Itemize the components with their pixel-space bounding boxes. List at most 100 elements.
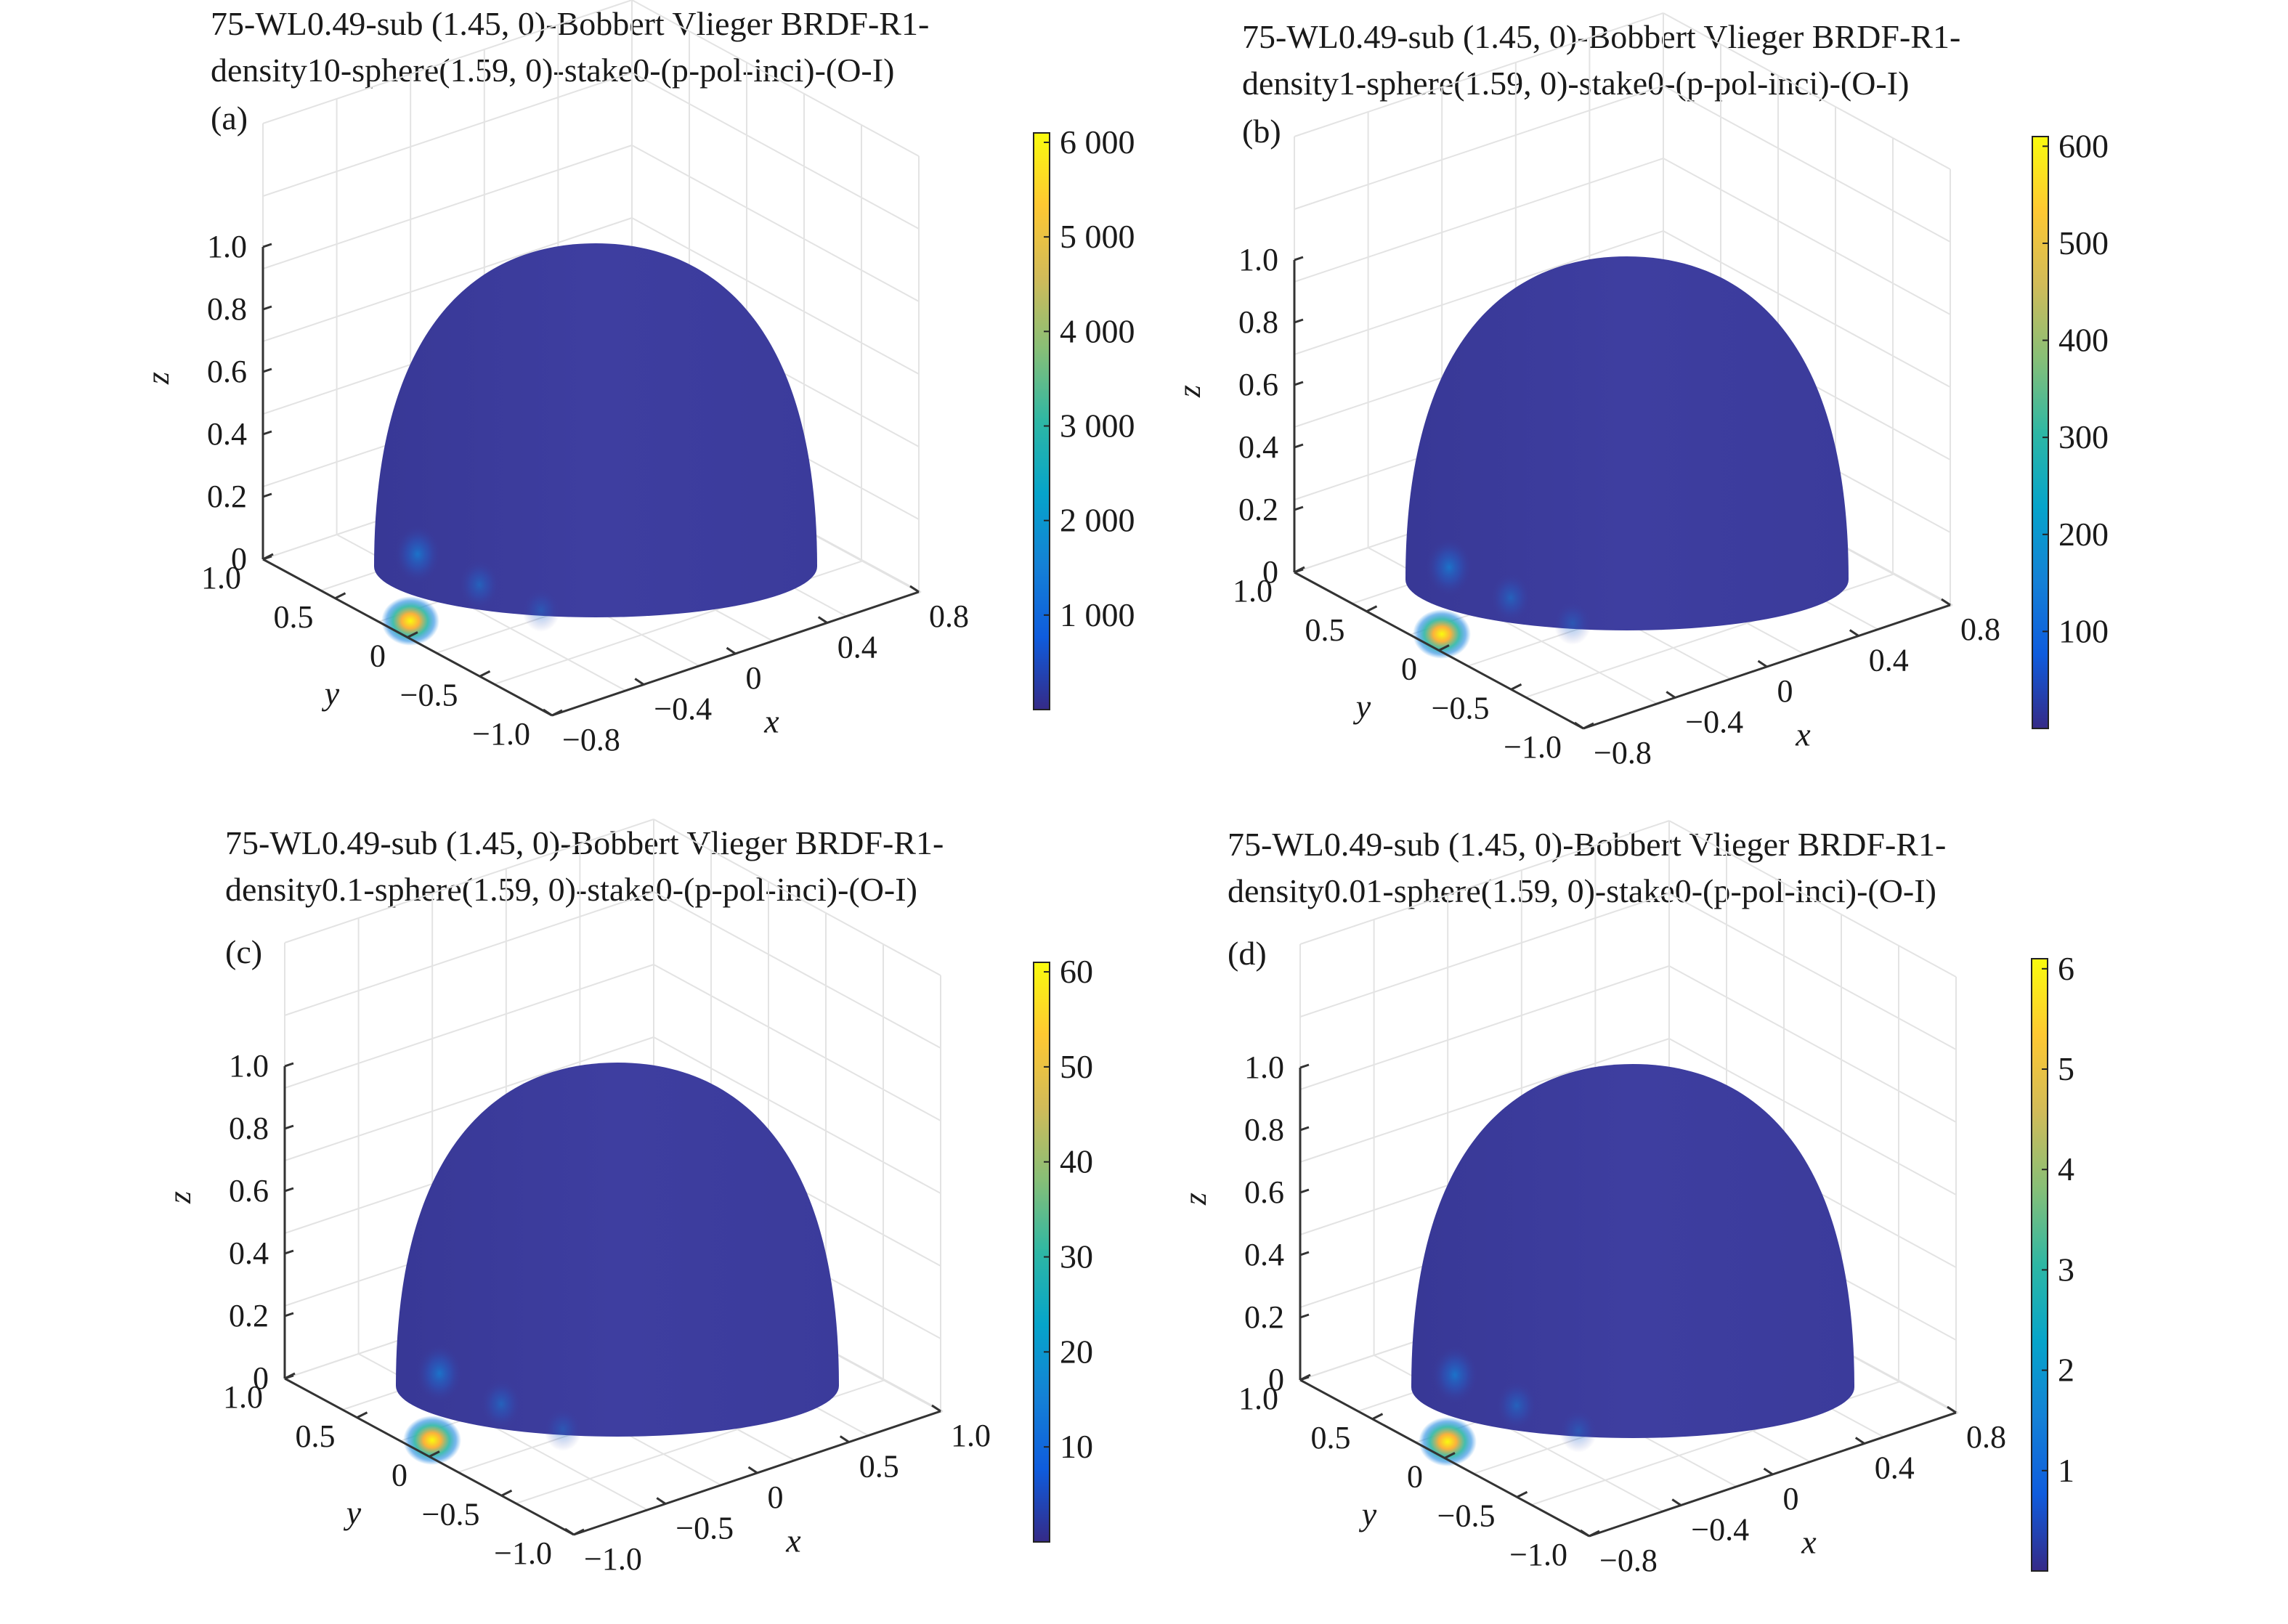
side-lobe [394, 525, 441, 583]
z-tick [262, 430, 272, 436]
colorbar-tick-label: 6 000 [1060, 123, 1135, 161]
panel-label: (d) [1228, 935, 1267, 972]
side-lobe [1554, 601, 1591, 645]
x-tick-label: −0.4 [1685, 705, 1743, 740]
y-tick-label: −0.5 [1437, 1498, 1496, 1533]
x-axis-label: x [785, 1522, 801, 1559]
chart-panel-d: 75-WL0.49-sub (1.45, 0)-Bobbert Vlieger … [1177, 820, 2074, 1578]
colorbar-tick-label: 2 000 [1060, 502, 1135, 539]
grid-line [653, 964, 941, 1121]
grid-line [1299, 965, 1670, 1090]
z-tick-label: 0.2 [1238, 492, 1278, 527]
colorbar-tick-label: 50 [1060, 1048, 1093, 1085]
grid-line [631, 217, 920, 375]
colorbar [1033, 132, 1050, 710]
x-tick-label: 0 [1777, 673, 1793, 709]
y-tick-label: 0.5 [274, 599, 314, 635]
y-tick [1444, 1452, 1456, 1459]
z-tick-label: 0.8 [1238, 304, 1278, 340]
z-tick [1294, 256, 1304, 261]
specular-hotspot [403, 1416, 461, 1465]
side-lobe [459, 560, 500, 609]
x-tick-labels: −0.8 −0.4 0 0.4 0.8 [1574, 598, 2000, 771]
y-tick [573, 1528, 585, 1536]
z-tick-label: 0.6 [229, 1173, 269, 1209]
z-tick-label: 0.2 [207, 479, 247, 514]
x-axis-label: x [1795, 715, 1811, 752]
z-tick-label: 0.8 [207, 291, 247, 327]
x-tick-label: −0.8 [1599, 1543, 1658, 1578]
z-tick [262, 368, 272, 373]
y-tick-label: −1.0 [1504, 729, 1562, 765]
x-tick [1763, 1467, 1774, 1476]
x-tick-label: 0.4 [1869, 643, 1909, 678]
x-tick [1666, 691, 1676, 699]
grid-line [262, 0, 633, 124]
grid-line [631, 145, 920, 302]
z-tick [284, 1312, 294, 1318]
colorbar-tick-label: 600 [2058, 127, 2109, 164]
y-tick [407, 631, 418, 638]
y-tick [479, 670, 491, 678]
z-tick-label: 0 [231, 541, 247, 577]
y-tick-label: −1.0 [472, 716, 530, 752]
z-tick [1299, 1313, 1310, 1319]
x-tick-label: −0.4 [1691, 1512, 1749, 1548]
z-tick-label: 0.6 [1244, 1174, 1284, 1210]
colorbar-tick-label: 300 [2058, 418, 2109, 455]
x-tick [1849, 629, 1859, 637]
panel-label: (a) [211, 100, 248, 137]
colorbar [2031, 958, 2048, 1572]
y-axis-label: y [1353, 688, 1371, 725]
grid-line [1294, 12, 1664, 137]
x-tick-label: 0 [768, 1479, 784, 1515]
x-tick [1574, 721, 1584, 730]
y-tick [284, 1372, 296, 1380]
hemisphere-surface [396, 1063, 839, 1437]
z-tick-label: 0.4 [1238, 429, 1278, 465]
x-axis-label: x [763, 702, 779, 739]
colorbar-tick-label: 5 000 [1060, 218, 1135, 255]
grid-line [284, 891, 654, 1016]
grid-line [1668, 965, 1957, 1123]
side-lobe [481, 1379, 522, 1429]
y-tick [1371, 1413, 1384, 1421]
x-tick [1941, 598, 1951, 606]
x-tick [543, 708, 553, 717]
y-tick-label: 0.5 [1305, 612, 1345, 648]
grid-line [1663, 12, 1951, 170]
colorbar-tick-label: 10 [1060, 1428, 1093, 1465]
y-tick [429, 1450, 440, 1458]
y-tick [500, 1489, 513, 1497]
colorbar-tick-label: 100 [2058, 612, 2109, 649]
grid-line [1299, 1038, 1670, 1163]
z-tick-labels: 0 0.2 0.4 0.6 0.8 1.0 [1244, 1049, 1310, 1397]
grid-line [1294, 230, 1664, 355]
z-tick [1294, 443, 1304, 449]
z-tick [1294, 318, 1304, 324]
y-tick-label: 1.0 [201, 560, 241, 596]
y-tick [1366, 605, 1378, 613]
colorbar [1033, 962, 1050, 1543]
z-tick-label: 0 [1262, 554, 1278, 590]
colorbar-tick-label: 400 [2058, 322, 2109, 359]
hemisphere-surface [374, 243, 817, 617]
z-tick [1299, 1251, 1310, 1256]
colorbar [2032, 136, 2049, 729]
x-tick [1757, 659, 1768, 668]
y-tick [1516, 1490, 1528, 1498]
z-tick [284, 1124, 294, 1130]
grid-line [1668, 1038, 1957, 1195]
y-tick-labels: −1.0 −0.5 0 0.5 1.0 [223, 1372, 585, 1571]
x-tick-labels: −0.8 −0.4 0 0.4 0.8 [543, 585, 969, 758]
x-tick-label: 0.8 [929, 598, 969, 634]
z-tick [262, 243, 272, 248]
panel-label: (b) [1242, 113, 1281, 150]
y-axis-label: y [322, 675, 340, 712]
grid-line [1663, 85, 1951, 243]
z-tick-labels: 0 0.2 0.4 0.6 0.8 1.0 [229, 1048, 294, 1396]
z-tick [262, 305, 272, 311]
y-tick [1583, 722, 1594, 730]
y-tick [1294, 566, 1305, 574]
grid-line [653, 1036, 941, 1194]
